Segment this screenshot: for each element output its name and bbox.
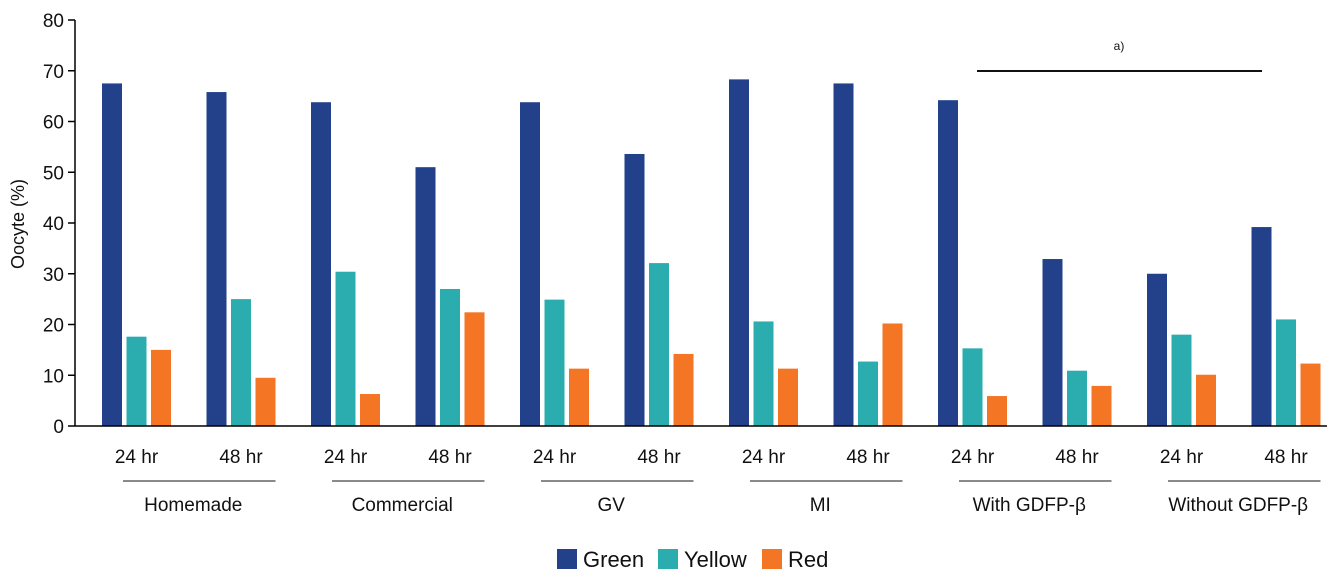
bar-yellow-11	[1171, 334, 1192, 426]
group-label: Homemade	[144, 495, 242, 516]
bar-red-1	[151, 349, 171, 426]
bar-green-5	[520, 102, 540, 426]
x-tick-label: 24 hr	[1160, 447, 1204, 468]
bar-green-7	[729, 79, 749, 426]
bar-yellow-3	[335, 271, 356, 426]
x-tick-label: 24 hr	[742, 447, 786, 468]
y-tick-label: 60	[43, 113, 64, 134]
x-tick-label: 24 hr	[115, 447, 159, 468]
x-tick-label: 48 hr	[846, 447, 890, 468]
bar-green-11	[1147, 273, 1167, 426]
bar-yellow-8	[858, 361, 878, 426]
bar-yellow-6	[649, 263, 669, 426]
bar-yellow-4	[440, 288, 460, 426]
legend-swatch-green	[557, 549, 577, 569]
y-tick-label: 50	[43, 163, 64, 184]
legend-label-red: Red	[788, 547, 828, 572]
legend-label-green: Green	[583, 547, 644, 572]
bar-yellow-9	[962, 348, 983, 426]
y-tick-label: 40	[43, 214, 64, 235]
bar-red-4	[464, 312, 485, 426]
x-tick-label: 48 hr	[428, 447, 472, 468]
bar-yellow-1	[126, 336, 147, 426]
x-tick-label: 24 hr	[533, 447, 577, 468]
y-tick-label: 20	[43, 316, 64, 337]
bar-green-10	[1042, 259, 1063, 426]
legend: Green Yellow Red	[557, 547, 828, 572]
bar-yellow-10	[1067, 370, 1087, 426]
y-axis: 0 10 20 30 40 50 60 70 80	[43, 11, 76, 438]
x-tick-label: 48 hr	[1055, 447, 1099, 468]
x-tick-label: 24 hr	[324, 447, 368, 468]
bar-red-10	[1091, 385, 1112, 426]
bar-green-3	[311, 102, 331, 426]
y-tick-label: 0	[53, 417, 64, 438]
bar-red-6	[673, 353, 694, 426]
group-label: Without GDFP-β	[1168, 495, 1308, 516]
x-tick-label: 48 hr	[219, 447, 263, 468]
y-tick-label: 30	[43, 265, 64, 286]
bar-red-3	[360, 394, 380, 426]
bar-green-2	[206, 92, 227, 426]
x-tick-label: 48 hr	[1264, 447, 1308, 468]
bar-yellow-2	[231, 299, 251, 426]
legend-swatch-red	[762, 549, 782, 569]
bar-yellow-12	[1276, 319, 1296, 426]
group-label: GV	[598, 495, 626, 516]
y-axis-label: Oocyte (%)	[8, 179, 28, 269]
bar-red-2	[255, 377, 276, 426]
bar-red-7	[778, 368, 798, 426]
bar-green-9	[938, 100, 958, 426]
bar-red-11	[1196, 374, 1216, 426]
significance-label: a)	[1114, 39, 1125, 53]
bar-green-8	[833, 83, 854, 426]
group-label: MI	[810, 495, 831, 516]
y-tick-label: 80	[43, 11, 64, 32]
legend-label-yellow: Yellow	[684, 547, 747, 572]
bar-green-6	[624, 153, 645, 427]
bar-green-1	[102, 83, 122, 426]
bar-yellow-7	[753, 321, 774, 426]
group-label: With GDFP-β	[973, 495, 1086, 516]
legend-swatch-yellow	[658, 549, 678, 569]
bars	[102, 79, 1321, 427]
y-tick-label: 10	[43, 366, 64, 387]
group-label: Commercial	[352, 495, 453, 516]
y-tick-label: 70	[43, 62, 64, 83]
bar-red-8	[882, 323, 903, 426]
bar-red-9	[987, 396, 1007, 426]
bar-green-12	[1251, 227, 1272, 426]
bar-red-5	[569, 368, 589, 426]
bar-red-12	[1300, 363, 1321, 426]
significance-annotation: a)	[977, 39, 1262, 72]
bar-yellow-5	[544, 299, 565, 426]
bar-green-4	[415, 167, 436, 427]
x-tick-label: 48 hr	[637, 447, 681, 468]
x-axis: 24 hr 48 hr 24 hr 48 hr 24 hr 48 hr 24 hr 48 hr…	[75, 425, 1327, 516]
x-tick-label: 24 hr	[951, 447, 995, 468]
